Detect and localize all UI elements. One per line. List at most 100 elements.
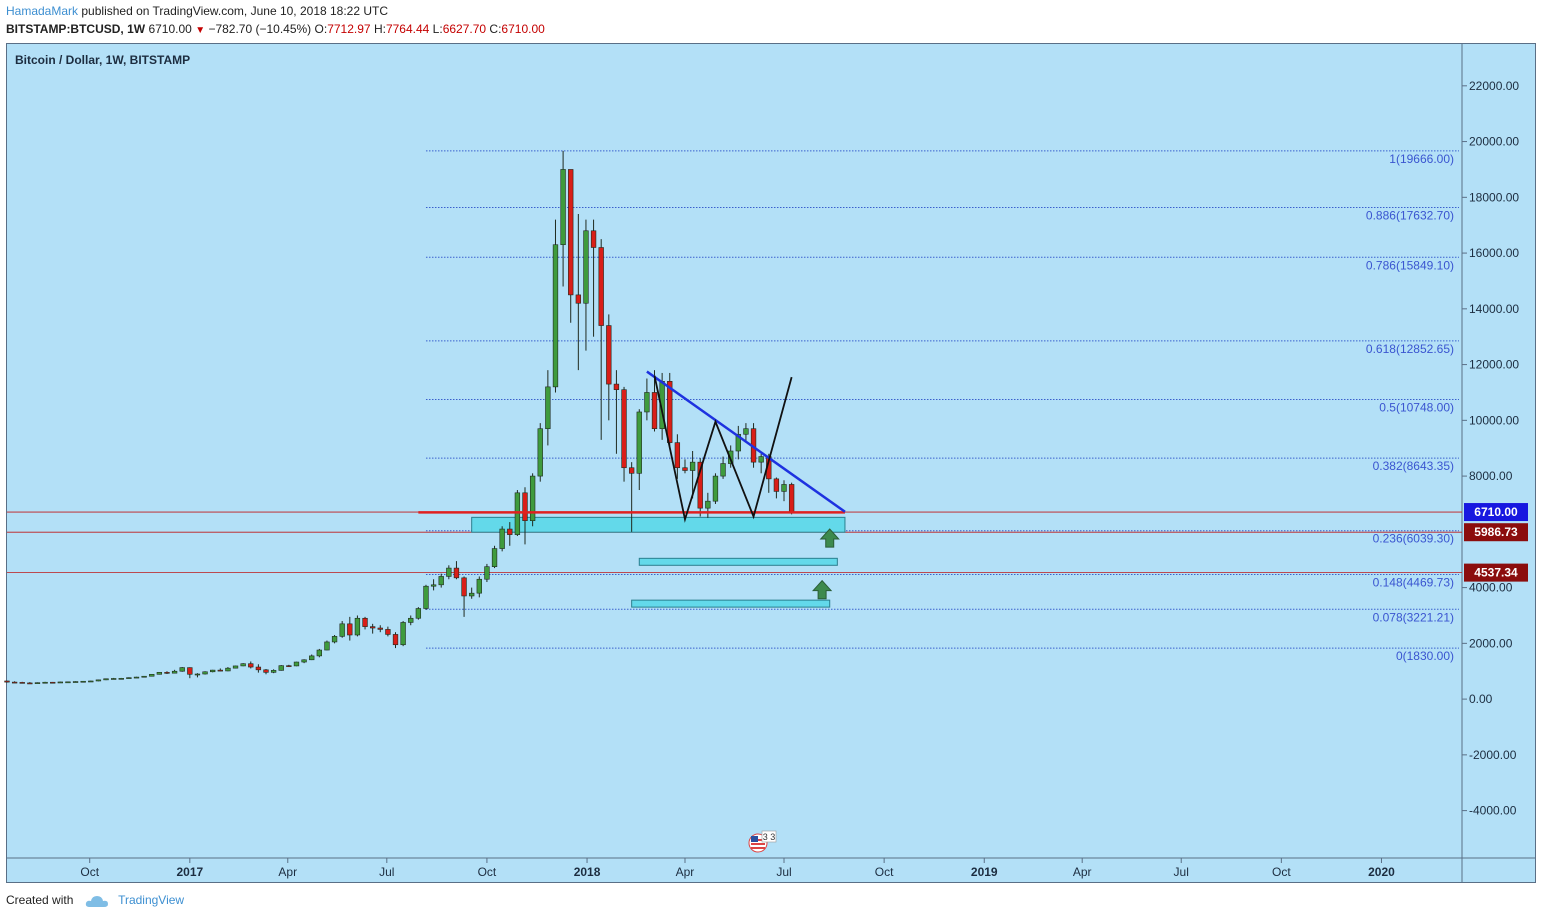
publisher-line: HamadaMark published on TradingView.com,… bbox=[6, 4, 388, 18]
candle bbox=[95, 679, 102, 682]
candle-body bbox=[248, 663, 254, 668]
candle-body bbox=[50, 681, 56, 684]
candle-body bbox=[735, 433, 741, 452]
candle bbox=[27, 682, 33, 685]
x-tick-label: Oct bbox=[1272, 865, 1291, 879]
fib-level-label: 0.5(10748.00) bbox=[1379, 400, 1454, 414]
candle bbox=[507, 522, 513, 546]
candle-body bbox=[621, 389, 627, 469]
candle bbox=[377, 625, 383, 633]
price-axis[interactable]: 22000.00 20000.00 18000.00 16000.00 14000.00… bbox=[1462, 79, 1519, 818]
candle bbox=[210, 669, 216, 673]
time-axis[interactable]: Oct 2017 Apr Jul Oct 2018 Apr Jul Oct 2019 Apr Jul O… bbox=[80, 858, 1395, 879]
x-tick-label: Oct bbox=[478, 865, 497, 879]
candle-body bbox=[65, 681, 71, 684]
x-tick-label: Apr bbox=[676, 865, 695, 879]
candle bbox=[171, 669, 178, 674]
candle bbox=[88, 680, 94, 683]
candle-body bbox=[225, 667, 231, 672]
fibonacci-retracement[interactable]: 1(19666.00) 0.886(17632.70) 0.786(15849.10… bbox=[425, 150, 1459, 663]
candle bbox=[301, 659, 307, 664]
y-tick-label: 16000.00 bbox=[1469, 246, 1519, 260]
candle-body bbox=[331, 636, 338, 643]
x-tick-label: 2018 bbox=[574, 865, 601, 879]
candle bbox=[606, 314, 612, 421]
x-tick-label: Apr bbox=[1073, 865, 1092, 879]
symbol-label: BITSTAMP:BTCUSD, 1W bbox=[6, 22, 146, 36]
candles bbox=[4, 150, 795, 685]
support-zone[interactable] bbox=[631, 599, 831, 608]
candle-body bbox=[110, 678, 117, 680]
candle bbox=[590, 219, 597, 337]
support-zone[interactable] bbox=[471, 516, 846, 533]
candle bbox=[187, 667, 193, 679]
x-tick-label: 2020 bbox=[1368, 865, 1395, 879]
candle bbox=[758, 453, 764, 474]
descending-trendline[interactable] bbox=[646, 370, 846, 513]
candle bbox=[72, 681, 79, 683]
candle bbox=[339, 621, 345, 638]
candle-body bbox=[194, 673, 201, 676]
candle-body bbox=[568, 169, 574, 296]
up-arrow-icon[interactable] bbox=[811, 579, 833, 600]
candle-body bbox=[651, 392, 658, 429]
candle bbox=[529, 473, 536, 527]
price-badge bbox=[1464, 523, 1528, 542]
candle bbox=[469, 587, 475, 599]
price-badge bbox=[1464, 503, 1528, 522]
flag-canton bbox=[751, 836, 758, 842]
candle-body bbox=[430, 584, 437, 587]
candle-body bbox=[781, 484, 787, 492]
candle-body bbox=[57, 681, 63, 684]
candle-body bbox=[270, 670, 277, 673]
candle bbox=[476, 576, 482, 598]
fib-level-label: 0.382(8643.35) bbox=[1373, 459, 1454, 473]
price-badge-label: 6710.00 bbox=[1474, 505, 1518, 519]
candle-body bbox=[697, 461, 703, 509]
up-arrow-icon[interactable] bbox=[819, 528, 840, 548]
support-zone[interactable] bbox=[638, 557, 838, 566]
candle-body bbox=[133, 676, 140, 679]
candle bbox=[522, 487, 528, 545]
candle bbox=[11, 681, 18, 684]
candle-body bbox=[80, 680, 86, 683]
candle-body bbox=[362, 617, 368, 627]
y-tick-label: 10000.00 bbox=[1469, 413, 1519, 427]
ohlc-line: BITSTAMP:BTCUSD, 1W 6710.00 ▼ −782.70 (−… bbox=[6, 22, 545, 36]
candle-body bbox=[712, 475, 719, 502]
candle bbox=[720, 456, 726, 479]
x-tick-label: 2019 bbox=[971, 865, 998, 879]
y-tick-label: 4000.00 bbox=[1469, 581, 1513, 595]
x-tick-label: Apr bbox=[278, 865, 297, 879]
candle bbox=[240, 663, 246, 667]
candle bbox=[415, 607, 422, 620]
candle bbox=[293, 661, 300, 667]
candle-body bbox=[88, 680, 94, 683]
chart-frame[interactable] bbox=[6, 43, 1536, 883]
candle-body bbox=[171, 670, 178, 674]
economic-events-badge[interactable]: 3 3 bbox=[748, 830, 777, 853]
candle-body bbox=[484, 566, 490, 580]
projection-path[interactable] bbox=[653, 375, 793, 523]
candle bbox=[438, 573, 444, 588]
fib-level-label: 0.786(15849.10) bbox=[1366, 258, 1454, 272]
candle-body bbox=[499, 528, 505, 549]
fib-level-label: 0.236(6039.30) bbox=[1373, 532, 1454, 546]
candle bbox=[644, 378, 650, 421]
y-tick-label: 14000.00 bbox=[1469, 302, 1519, 316]
candle-body bbox=[575, 294, 581, 304]
candle-body bbox=[301, 659, 307, 663]
candle-body bbox=[278, 665, 284, 671]
candle-body bbox=[392, 634, 399, 646]
candle-body bbox=[682, 467, 688, 471]
candle bbox=[705, 492, 711, 518]
candle-body bbox=[461, 577, 467, 597]
candle-body bbox=[453, 567, 460, 579]
price-change: −782.70 (−10.45%) bbox=[208, 22, 312, 36]
candle-body bbox=[217, 669, 223, 672]
tradingview-link[interactable]: TradingView bbox=[118, 893, 185, 907]
candle bbox=[179, 667, 185, 672]
author-link[interactable]: HamadaMark bbox=[6, 4, 79, 18]
candle bbox=[636, 409, 642, 491]
